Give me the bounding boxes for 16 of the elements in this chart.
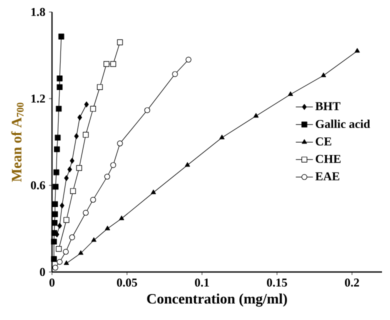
y-tick-label: 1.8 — [31, 8, 46, 16]
legend-label: BHT — [315, 102, 340, 110]
legend-label: CE — [316, 137, 332, 146]
legend-label: CHE — [316, 154, 341, 163]
x-tick-label: 0.2 — [344, 278, 359, 287]
y-tick-label: 1.2 — [31, 94, 45, 103]
x-tick-label: 0.05 — [116, 278, 138, 287]
legend-label: Gallic acid — [316, 120, 370, 128]
x-tick-label: 0.1 — [194, 278, 209, 287]
x-axis-title: Concentration (mg/ml) — [147, 294, 287, 307]
y-axis-title: Mean of A$_{700}$ — [11, 102, 24, 182]
y-tick-label: 0 — [40, 268, 46, 276]
x-tick-label: 0 — [49, 278, 55, 287]
y-tick-label: 0.6 — [30, 181, 46, 190]
legend-label: EAE — [315, 172, 340, 180]
x-tick-label: 0.15 — [266, 278, 288, 287]
